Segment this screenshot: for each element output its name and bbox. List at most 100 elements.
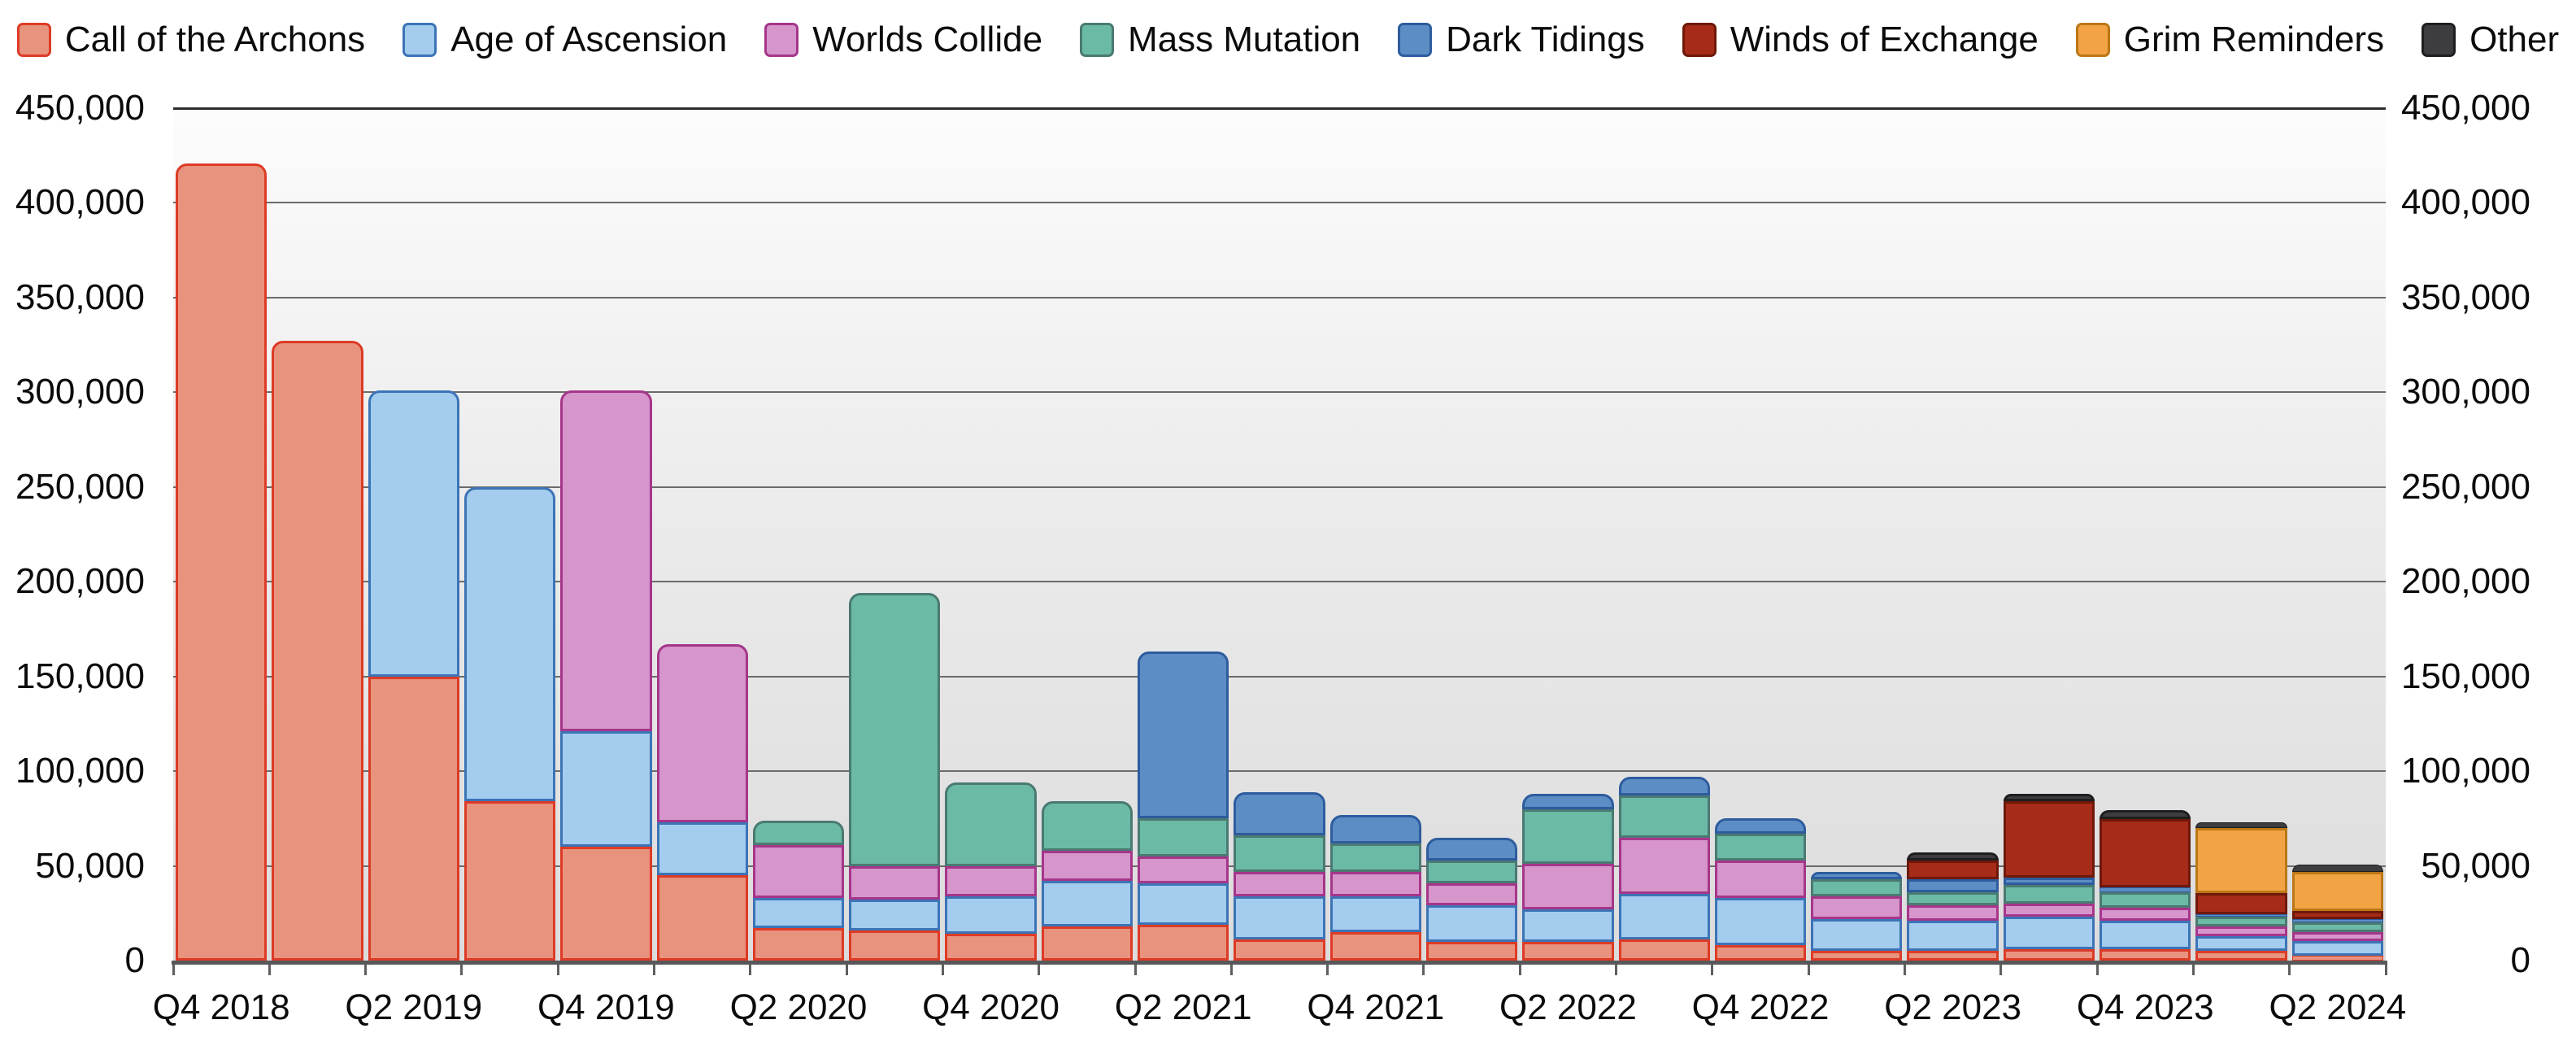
bar-segment[interactable] — [1138, 924, 1229, 961]
bar-segment[interactable] — [1234, 835, 1325, 872]
bar-segment[interactable] — [1425, 882, 1518, 906]
bar-segment[interactable] — [656, 644, 748, 822]
bar-segment[interactable] — [1714, 818, 1807, 834]
bar-segment[interactable] — [849, 930, 941, 961]
bar-segment[interactable] — [1618, 837, 1710, 895]
bar-segment[interactable] — [2003, 917, 2095, 949]
bar-segment[interactable] — [849, 900, 941, 930]
bar-segment[interactable] — [1907, 852, 1999, 861]
bar-segment[interactable] — [2291, 956, 2383, 961]
bar-segment[interactable] — [2100, 887, 2191, 893]
bar-segment[interactable] — [752, 820, 845, 845]
bar-segment[interactable] — [2100, 819, 2191, 888]
bar-segment[interactable] — [1138, 652, 1229, 819]
bar-segment[interactable] — [2195, 926, 2287, 936]
bar-segment[interactable] — [945, 934, 1037, 961]
bar-segment[interactable] — [1811, 871, 1903, 879]
bar-segment[interactable] — [1811, 896, 1903, 919]
bar-segment[interactable] — [2195, 913, 2287, 917]
bar-segment[interactable] — [1907, 951, 1999, 961]
bar-segment[interactable] — [1329, 871, 1421, 896]
bar-segment[interactable] — [1041, 801, 1134, 851]
bar-segment[interactable] — [2195, 917, 2287, 927]
bar-segment[interactable] — [1234, 939, 1325, 961]
bar-segment[interactable] — [1425, 941, 1518, 961]
bar-segment[interactable] — [2003, 949, 2095, 961]
legend-item-winds-of-exchange[interactable]: Winds of Exchange — [1682, 20, 2039, 60]
bar-segment[interactable] — [2003, 877, 2095, 885]
bar-segment[interactable] — [2100, 907, 2191, 922]
bar-segment[interactable] — [2195, 827, 2287, 894]
bar-segment[interactable] — [2100, 892, 2191, 908]
bar-segment[interactable] — [2291, 918, 2383, 923]
bar-segment[interactable] — [2195, 821, 2287, 828]
bar-segment[interactable] — [1907, 860, 1999, 879]
bar-segment[interactable] — [1907, 905, 1999, 922]
legend-item-mass-mutation[interactable]: Mass Mutation — [1080, 20, 1360, 60]
bar-segment[interactable] — [1714, 898, 1807, 946]
bar-segment[interactable] — [1907, 878, 1999, 893]
bar-segment[interactable] — [1714, 945, 1807, 961]
bar-segment[interactable] — [1234, 791, 1325, 836]
bar-segment[interactable] — [1041, 926, 1134, 961]
bar-segment[interactable] — [2100, 809, 2191, 820]
bar-segment[interactable] — [2100, 949, 2191, 961]
bar-segment[interactable] — [2291, 871, 2383, 912]
bar-segment[interactable] — [463, 486, 556, 802]
bar-segment[interactable] — [752, 844, 845, 899]
bar-segment[interactable] — [272, 341, 363, 961]
bar-segment[interactable] — [1618, 795, 1710, 838]
bar-segment[interactable] — [1522, 808, 1614, 865]
bar-segment[interactable] — [1234, 896, 1325, 940]
bar-segment[interactable] — [1329, 896, 1421, 933]
bar-segment[interactable] — [1041, 850, 1134, 882]
bar-segment[interactable] — [752, 928, 845, 961]
bar-segment[interactable] — [560, 731, 652, 848]
bar-segment[interactable] — [1234, 871, 1325, 896]
bar-segment[interactable] — [2003, 904, 2095, 917]
bar-segment[interactable] — [2291, 865, 2383, 872]
bar-segment[interactable] — [1329, 932, 1421, 961]
bar-segment[interactable] — [560, 390, 652, 732]
legend-item-worlds-collide[interactable]: Worlds Collide — [764, 20, 1042, 60]
bar-segment[interactable] — [2003, 801, 2095, 878]
bar-segment[interactable] — [2291, 932, 2383, 941]
bar-segment[interactable] — [368, 390, 459, 677]
bar-segment[interactable] — [945, 782, 1037, 866]
bar-segment[interactable] — [368, 676, 459, 961]
bar-segment[interactable] — [1138, 856, 1229, 883]
bar-segment[interactable] — [849, 865, 941, 900]
legend-item-dark-tidings[interactable]: Dark Tidings — [1398, 20, 1645, 60]
bar-segment[interactable] — [1041, 881, 1134, 927]
bar-segment[interactable] — [1425, 837, 1518, 861]
bar-segment[interactable] — [752, 898, 845, 929]
bar-segment[interactable] — [1138, 882, 1229, 925]
bar-segment[interactable] — [2195, 951, 2287, 961]
bar-segment[interactable] — [1329, 843, 1421, 872]
bar-segment[interactable] — [1907, 892, 1999, 906]
bar-segment[interactable] — [463, 801, 556, 961]
legend-item-call-of-the-archons[interactable]: Call of the Archons — [16, 20, 365, 60]
bar-segment[interactable] — [1618, 939, 1710, 961]
bar-segment[interactable] — [1714, 833, 1807, 861]
bar-segment[interactable] — [1522, 864, 1614, 910]
legend-item-other[interactable]: Other — [2422, 20, 2559, 60]
bar-segment[interactable] — [2100, 921, 2191, 949]
bar-segment[interactable] — [2003, 884, 2095, 904]
bar-segment[interactable] — [2003, 794, 2095, 802]
legend-item-age-of-ascension[interactable]: Age of Ascension — [402, 20, 727, 60]
bar-segment[interactable] — [1811, 878, 1903, 896]
bar-segment[interactable] — [1714, 860, 1807, 899]
bar-segment[interactable] — [1522, 941, 1614, 961]
bar-segment[interactable] — [1618, 777, 1710, 796]
bar-segment[interactable] — [656, 821, 748, 876]
bar-segment[interactable] — [1522, 909, 1614, 942]
bar-segment[interactable] — [2195, 935, 2287, 952]
bar-segment[interactable] — [560, 847, 652, 961]
bar-segment[interactable] — [2291, 911, 2383, 919]
bar-segment[interactable] — [1811, 951, 1903, 961]
bar-segment[interactable] — [1522, 794, 1614, 809]
bar-segment[interactable] — [656, 875, 748, 961]
bar-segment[interactable] — [2291, 940, 2383, 957]
bar-segment[interactable] — [1329, 814, 1421, 843]
